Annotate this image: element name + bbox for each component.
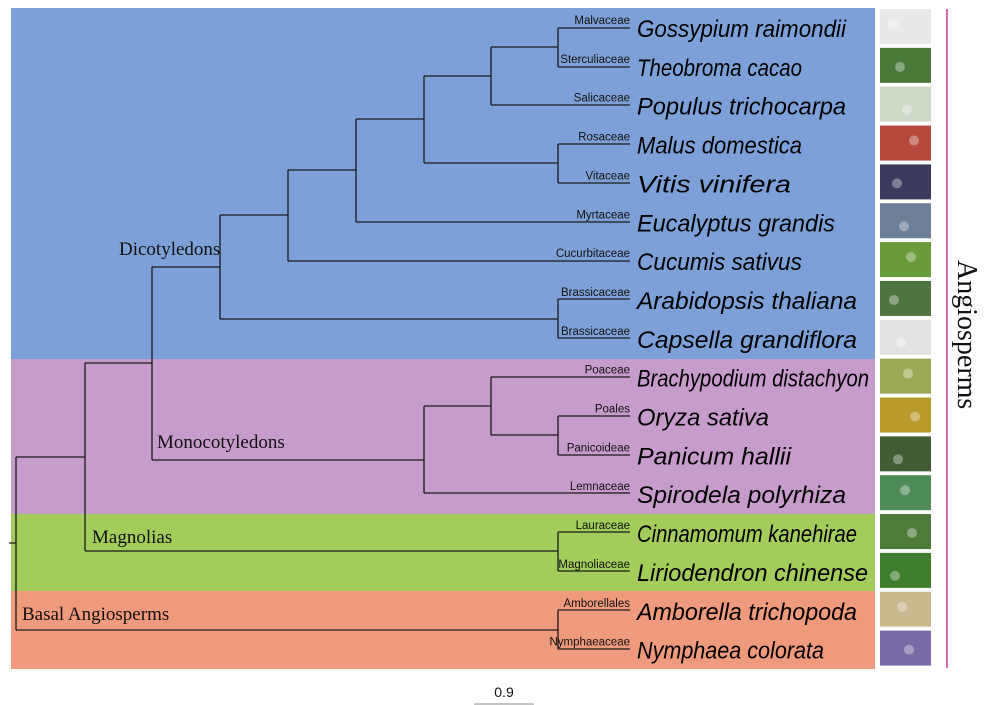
eucalyptus-photo-icon [880,203,931,239]
poplar-photo-icon [880,86,931,122]
species-label: Liriodendron chinense [637,560,868,587]
photo-highlight [893,454,903,465]
duckweed-photo-icon [880,475,931,511]
apple-photo-icon [880,125,931,161]
group-label-basal-angiosperms: Basal Angiosperms [22,604,169,625]
capsella-photo-icon [880,319,931,355]
family-label: Poaceae [585,365,630,377]
panicum-photo-icon [880,436,931,472]
species-label: Panicum hallii [637,443,792,470]
species-photo-column [880,9,931,666]
family-label: Cucurbitaceae [556,248,630,260]
photo-highlight [899,221,909,232]
species-label: Nymphaea colorata [637,638,824,665]
tree-branches [9,27,630,650]
family-label: Rosaceae [578,132,630,144]
species-label: Theobroma cacao [637,55,802,82]
liriodendron-photo-icon [880,552,931,588]
photo-highlight [897,601,907,612]
family-label: Salicaceae [574,93,630,105]
group-label-magnolias: Magnolias [92,527,172,548]
photo-highlight [904,644,914,655]
photo-highlight [895,61,905,72]
photo-highlight [896,337,906,348]
photo-highlight [892,178,902,189]
family-label: Poales [595,404,630,416]
family-label: Amborellales [564,598,631,610]
species-label: Cucumis sativus [637,249,802,276]
photo-highlight [910,411,920,422]
family-label: Vitaceae [585,170,630,182]
cacao-photo-icon [880,47,931,83]
branch [423,405,630,494]
photo-highlight [889,294,899,305]
photo-highlight [888,19,898,29]
family-label: Malvaceae [574,15,630,27]
family-label: Panicoideae [567,442,630,454]
species-label: Amborella trichopoda [635,599,857,626]
nymphaea-photo-icon [880,630,931,666]
family-label: Brassicaceae [561,326,630,338]
species-label: Populus trichocarpa [637,94,846,121]
species-label: Brachypodium distachyon [637,366,869,393]
amborella-photo-icon [880,591,931,627]
cotton-photo-icon [880,9,931,44]
magnolias-band [11,514,875,591]
rice-photo-icon [880,397,931,433]
family-label: Lauraceae [576,520,630,532]
brachypodium-photo-icon [880,358,931,394]
group-label-monocotyledons: Monocotyledons [157,432,285,453]
species-label: Cinnamomum kanehirae [637,521,857,548]
angiosperms-bracket-label: Angiosperms [951,260,982,409]
species-label: Arabidopsis thaliana [635,288,857,315]
photo-highlight [909,135,919,146]
species-label: Capsella grandiflora [637,327,857,354]
species-label: Eucalyptus grandis [637,210,835,237]
family-label: Nymphaeaceae [549,637,630,649]
family-label: Magnoliaceae [558,559,630,571]
arabidopsis-photo-icon [880,280,931,316]
cinnamomum-photo-icon [880,514,931,550]
grape-photo-icon [880,164,931,200]
photo-highlight [903,368,913,379]
cucumber-photo-icon [880,242,931,278]
species-label: Spirodela polyrhiza [637,482,846,509]
family-label: Brassicaceae [561,287,630,299]
branch [9,456,558,631]
scale-bar-label: 0.9 [494,684,514,700]
species-label: Vitis vinifera [637,171,791,198]
photo-highlight [907,528,917,539]
monocots-band [11,359,875,514]
leaf-labels: Malvaceae Gossypium raimondii Sterculiacea… [549,15,869,665]
species-label: Gossypium raimondii [637,16,847,43]
family-label: Myrtaceae [576,209,630,221]
species-label: Malus domestica [637,133,802,160]
photo-highlight [890,570,900,581]
photo-highlight [902,104,912,115]
family-label: Sterculiaceae [560,54,630,66]
species-label: Oryza sativa [637,405,769,432]
photo-highlight [900,485,910,496]
family-label: Lemnaceae [570,481,630,493]
photo-highlight [906,252,916,263]
group-label-dicotyledons: Dicotyledons [119,239,220,260]
dicots-band [11,8,875,359]
